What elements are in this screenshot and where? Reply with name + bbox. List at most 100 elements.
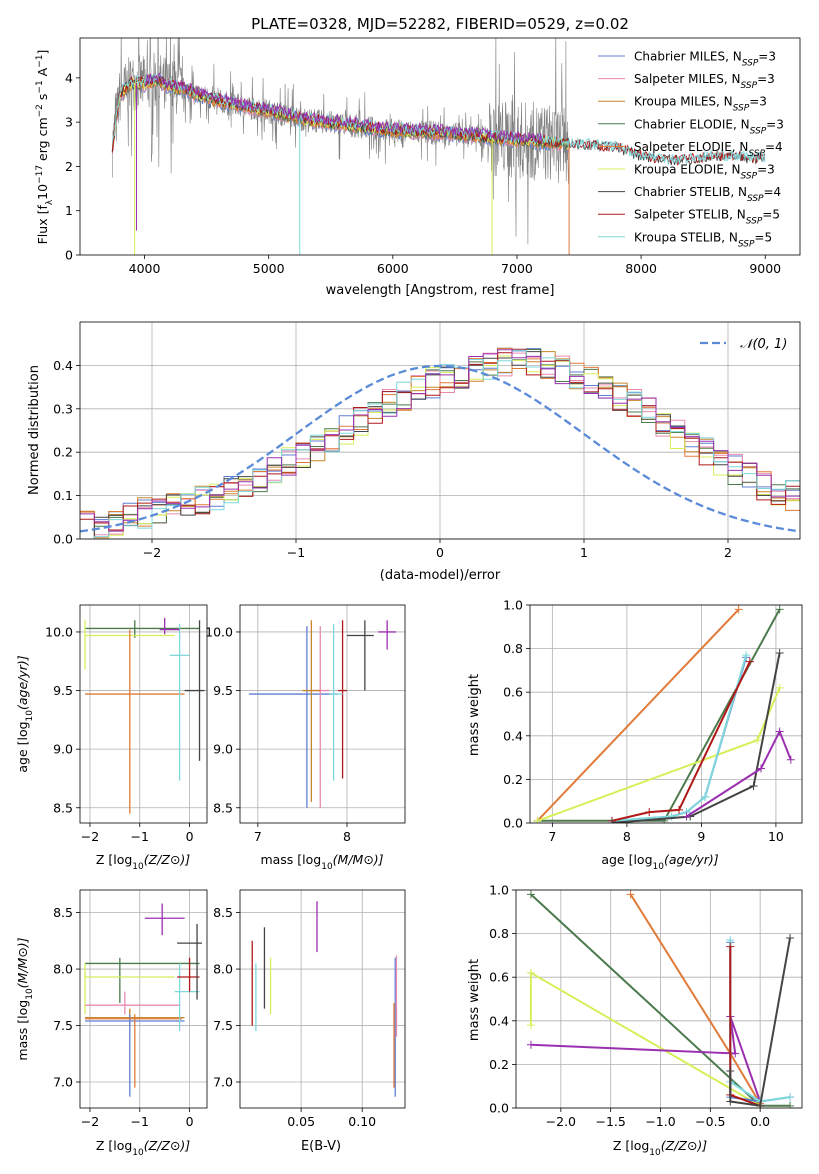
residual-histogram <box>80 349 800 539</box>
mass-weight-marker <box>756 1101 765 1108</box>
spectrum-ylabel-part: ] <box>35 50 50 55</box>
legend-n: =3 <box>758 50 776 64</box>
legend-sub: SSP <box>733 104 750 114</box>
spectrum-ylabel-part: s <box>35 94 50 105</box>
mass-weight-line <box>729 937 791 1107</box>
legend-label: Kroupa ELODIE, N <box>634 163 741 177</box>
x-tick-label: 7 <box>254 829 262 844</box>
x-tick-label: 7000 <box>501 261 533 276</box>
x-tick-label: 0 <box>186 829 194 844</box>
x-tick-label: −1.0 <box>645 1114 675 1129</box>
y-tick-label: 0.8 <box>503 641 523 656</box>
y-tick-label: 9.0 <box>213 742 233 757</box>
mass-weight-marker <box>775 648 784 657</box>
mass_vs_ebv-marks <box>251 901 398 1097</box>
mass_weight_vs_Z-axes: −2.0 −1.5 −1.0 −0.5 0.0 0.0 0.2 0.4 0.6 0.8 1.0 <box>489 883 802 1129</box>
y-tick-label: 3 <box>65 115 73 130</box>
residuals-ylabel: Normed distribution <box>27 365 42 495</box>
y-tick-label: 0.0 <box>503 816 523 831</box>
age_vs_Z-axes: −2 −1 0 8.5 9.0 9.5 10.0 <box>45 605 207 844</box>
mass-weight-line <box>611 661 751 822</box>
y-tick-label: 9.5 <box>213 683 233 698</box>
y-tick-label: 9.5 <box>53 683 73 698</box>
age_vs_mass-marks <box>248 620 397 808</box>
mw-z-frame <box>515 889 803 1109</box>
x-tick-label: 4000 <box>129 261 161 276</box>
legend-label: Salpeter ELODIE, N <box>634 140 748 154</box>
y-tick-label: 0.8 <box>489 926 509 941</box>
axis-label: mass [log10(M/M⊙)] <box>15 937 35 1060</box>
legend-label: Chabrier MILES, N <box>634 50 742 64</box>
mass-weight-marker <box>645 808 654 817</box>
mass-weight-marker <box>753 736 762 745</box>
y-tick-label: 0.3 <box>53 401 73 416</box>
mass-weight-marker <box>726 942 735 951</box>
x-tick-label: −1.5 <box>595 1114 625 1129</box>
y-tick-label: 0.4 <box>503 728 523 743</box>
residual-histogram <box>80 348 800 531</box>
legend-entry: Kroupa STELIB, NSSP=5 <box>634 230 772 249</box>
axis-label-text: mass [log <box>15 1000 30 1061</box>
spectrum-ylabel-part: erg cm <box>35 117 50 165</box>
residual-hists <box>80 347 800 539</box>
legend-entry: Chabrier ELODIE, NSSP=3 <box>634 117 784 136</box>
axis-label-expr: (Z/Z⊙)] <box>144 852 191 867</box>
x-tick-label: 8 <box>343 829 351 844</box>
y-tick-label: 0.0 <box>489 1101 509 1116</box>
y-tick-label: 0.6 <box>503 685 523 700</box>
axis-label-sub: 10 <box>25 988 35 1000</box>
axis-label: age [log10(age/yr)] <box>601 852 718 872</box>
axis-label: Z [log10(Z/Z⊙)] <box>613 1138 707 1158</box>
legend-n: =5 <box>762 208 780 222</box>
mass-weight-marker <box>734 605 743 614</box>
spectrum-ylabel-part: −1 <box>35 55 45 68</box>
y-tick-label: 2 <box>65 159 73 174</box>
y-tick-label: 0.0 <box>53 532 73 547</box>
mass-weight-marker <box>775 683 784 692</box>
legend-entry: Chabrier MILES, NSSP=3 <box>634 50 776 69</box>
mw-age-lines <box>533 605 795 823</box>
legend-n: =3 <box>757 163 775 177</box>
axis-label-text: mass [log <box>260 852 321 867</box>
axis-label-sub: 10 <box>653 862 665 872</box>
y-tick-label: 1.0 <box>489 883 509 898</box>
x-tick-label: −1 <box>287 545 305 560</box>
axis-label-sub: 10 <box>132 1148 144 1158</box>
axis-label: mass [log10(M/M⊙)] <box>260 852 383 872</box>
x-tick-label: 8 <box>623 829 631 844</box>
mass_vs_ebv-frame <box>239 889 406 1109</box>
y-tick-label: 0.6 <box>489 970 509 985</box>
mass-weight-marker <box>526 1021 535 1030</box>
mass_vs_ebv-axes: 0.05 0.10 7.0 7.5 8.0 8.5 <box>213 890 405 1129</box>
legend-n: =5 <box>754 230 772 244</box>
spectrum-ylabel-part: −2 <box>35 104 45 117</box>
y-tick-label: 8.5 <box>213 905 233 920</box>
legend-sub: SSP <box>741 81 758 91</box>
mass-weight-marker <box>675 805 684 814</box>
x-tick-label: 2 <box>724 545 732 560</box>
y-tick-label: 10.0 <box>45 624 73 639</box>
x-tick-label: −2 <box>143 545 161 560</box>
gaussian-curve <box>80 364 800 533</box>
x-tick-label: 0.0 <box>750 1114 770 1129</box>
legend-sub: SSP <box>748 149 765 159</box>
mass-weight-marker <box>701 792 710 801</box>
x-tick-label: 6000 <box>377 261 409 276</box>
spectrum-xlabel: wavelength [Angstrom, rest frame] <box>326 283 555 298</box>
spectrum-ylabel-part: 10 <box>35 184 50 200</box>
y-tick-label: 10.0 <box>205 624 233 639</box>
spectrum-ylabel-part: −1 <box>35 80 45 93</box>
x-tick-label: −1 <box>131 829 149 844</box>
age_vs_Z-marks <box>84 617 205 814</box>
mass-weight-marker <box>786 1093 795 1102</box>
axis-label-expr: (Z/Z⊙)] <box>661 1138 708 1153</box>
legend-sub: SSP <box>746 217 763 227</box>
mass-weight-line <box>536 608 740 822</box>
x-tick-label: −2 <box>81 1114 99 1129</box>
spectrum-ylabel-part: λ <box>45 199 55 205</box>
legend-n: =4 <box>765 140 783 154</box>
spectrum-title: PLATE=0328, MJD=52282, FIBERID=0529, z=0… <box>251 15 629 33</box>
y-tick-label: 8.0 <box>213 962 233 977</box>
residual-legend-label: 𝒩(0, 1) <box>740 337 787 352</box>
mass-weight-marker <box>775 605 784 614</box>
